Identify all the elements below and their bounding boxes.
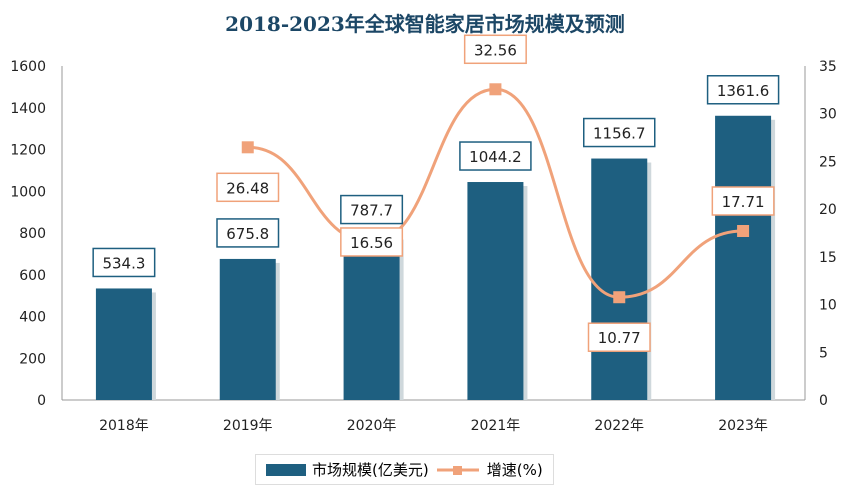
bar bbox=[467, 182, 524, 400]
x-tick: 2018年 bbox=[99, 418, 149, 434]
y-right-tick: 35 bbox=[819, 59, 837, 75]
x-tick: 2020年 bbox=[347, 418, 397, 434]
bar-data-label-box bbox=[583, 117, 656, 148]
y-left-tick: 1600 bbox=[10, 59, 46, 75]
line-data-label: 32.56 bbox=[474, 41, 517, 59]
bar bbox=[219, 258, 276, 400]
legend: 市场规模(亿美元) 增速(%) bbox=[255, 454, 554, 485]
bar bbox=[591, 158, 648, 400]
bar-data-label: 1044.2 bbox=[469, 148, 522, 166]
line-data-label-box bbox=[340, 227, 404, 257]
bar bbox=[95, 288, 152, 400]
line-data-label-box bbox=[711, 186, 775, 216]
y-right-tick: 5 bbox=[819, 345, 828, 361]
y-right-tick: 30 bbox=[819, 107, 837, 123]
line-data-label-box bbox=[216, 172, 280, 203]
line-marker bbox=[241, 141, 254, 154]
y-right-tick: 15 bbox=[819, 250, 837, 266]
legend-swatch-line bbox=[436, 465, 479, 475]
y-left-tick: 1400 bbox=[10, 101, 46, 117]
bar-data-label: 787.7 bbox=[350, 202, 393, 220]
bar bbox=[343, 235, 400, 400]
line-data-label: 26.48 bbox=[226, 179, 269, 197]
legend-label-line: 增速(%) bbox=[486, 461, 543, 479]
line-marker bbox=[489, 83, 502, 96]
bar-data-label: 534.3 bbox=[102, 254, 145, 272]
bar-data-label-box bbox=[706, 75, 780, 105]
bar-data-label-box bbox=[340, 194, 404, 225]
line-marker bbox=[613, 291, 626, 304]
line-data-label-box bbox=[587, 322, 651, 352]
y-left-tick: 800 bbox=[19, 226, 46, 242]
line-data-label: 16.56 bbox=[350, 234, 393, 252]
line-data-label-box bbox=[463, 34, 527, 65]
bar-data-label-box bbox=[92, 247, 156, 278]
y-left-tick: 400 bbox=[19, 310, 46, 326]
line-marker bbox=[737, 224, 750, 237]
y-left-tick: 600 bbox=[19, 268, 46, 284]
x-tick: 2021年 bbox=[471, 418, 521, 434]
legend-swatch-bar bbox=[266, 463, 306, 476]
y-left-tick: 1000 bbox=[10, 184, 46, 200]
y-left-tick: 1200 bbox=[10, 143, 46, 159]
bar-data-label-box bbox=[216, 218, 280, 248]
y-right-tick: 10 bbox=[819, 298, 837, 314]
chart-title: 2018-2023年全球智能家居市场规模及预测 bbox=[225, 12, 625, 36]
line-data-label: 17.71 bbox=[722, 193, 765, 211]
bar bbox=[715, 115, 772, 401]
bar-data-label: 1361.6 bbox=[717, 82, 770, 100]
y-left-tick: 200 bbox=[19, 351, 46, 367]
line-data-label: 10.77 bbox=[598, 329, 641, 347]
legend-label-bar: 市场规模(亿美元) bbox=[312, 461, 429, 479]
y-right-tick: 25 bbox=[819, 154, 837, 170]
x-tick: 2023年 bbox=[718, 418, 768, 434]
bar-data-label: 675.8 bbox=[226, 225, 269, 243]
x-tick: 2022年 bbox=[594, 418, 644, 434]
y-right-tick: 0 bbox=[819, 393, 828, 409]
y-right-tick: 20 bbox=[819, 202, 837, 218]
x-tick: 2019年 bbox=[223, 418, 273, 434]
y-left-tick: 0 bbox=[37, 393, 46, 409]
bar-data-label-box bbox=[459, 141, 532, 171]
bar-data-label: 1156.7 bbox=[593, 125, 646, 143]
